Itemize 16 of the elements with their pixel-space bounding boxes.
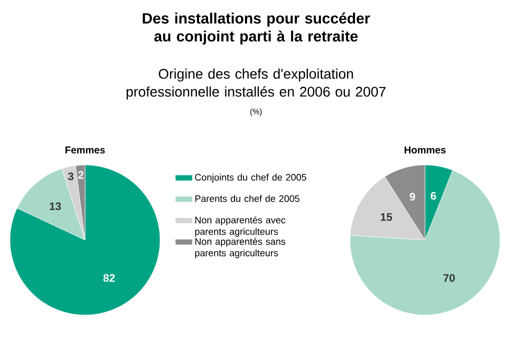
data-label: 13 [50, 202, 61, 210]
chart-title: Hommes [404, 146, 446, 154]
data-label: 70 [443, 274, 455, 282]
chart-title: Femmes [65, 146, 105, 154]
data-label: 9 [410, 192, 416, 201]
legend-label: Non apparentés avec parents agriculteurs [195, 216, 286, 237]
data-label: 6 [430, 192, 436, 200]
legend-label: Non apparentés sans parents agriculteurs [195, 238, 286, 258]
data-label: 15 [380, 213, 392, 221]
data-label: 2 [78, 171, 84, 179]
legend-label: Conjoints du chef de 2005 [195, 174, 306, 183]
text: Origine des chefs d'exploitation professionnelle installés en 2006 ou 2007 [126, 68, 386, 100]
text: Des installations pour succéder au conjoint parti à la retraite [142, 12, 370, 45]
data-label: 3 [68, 172, 74, 180]
legend-label: Parents du chef de 2005 [195, 195, 300, 202]
data-label: 82 [103, 274, 115, 282]
